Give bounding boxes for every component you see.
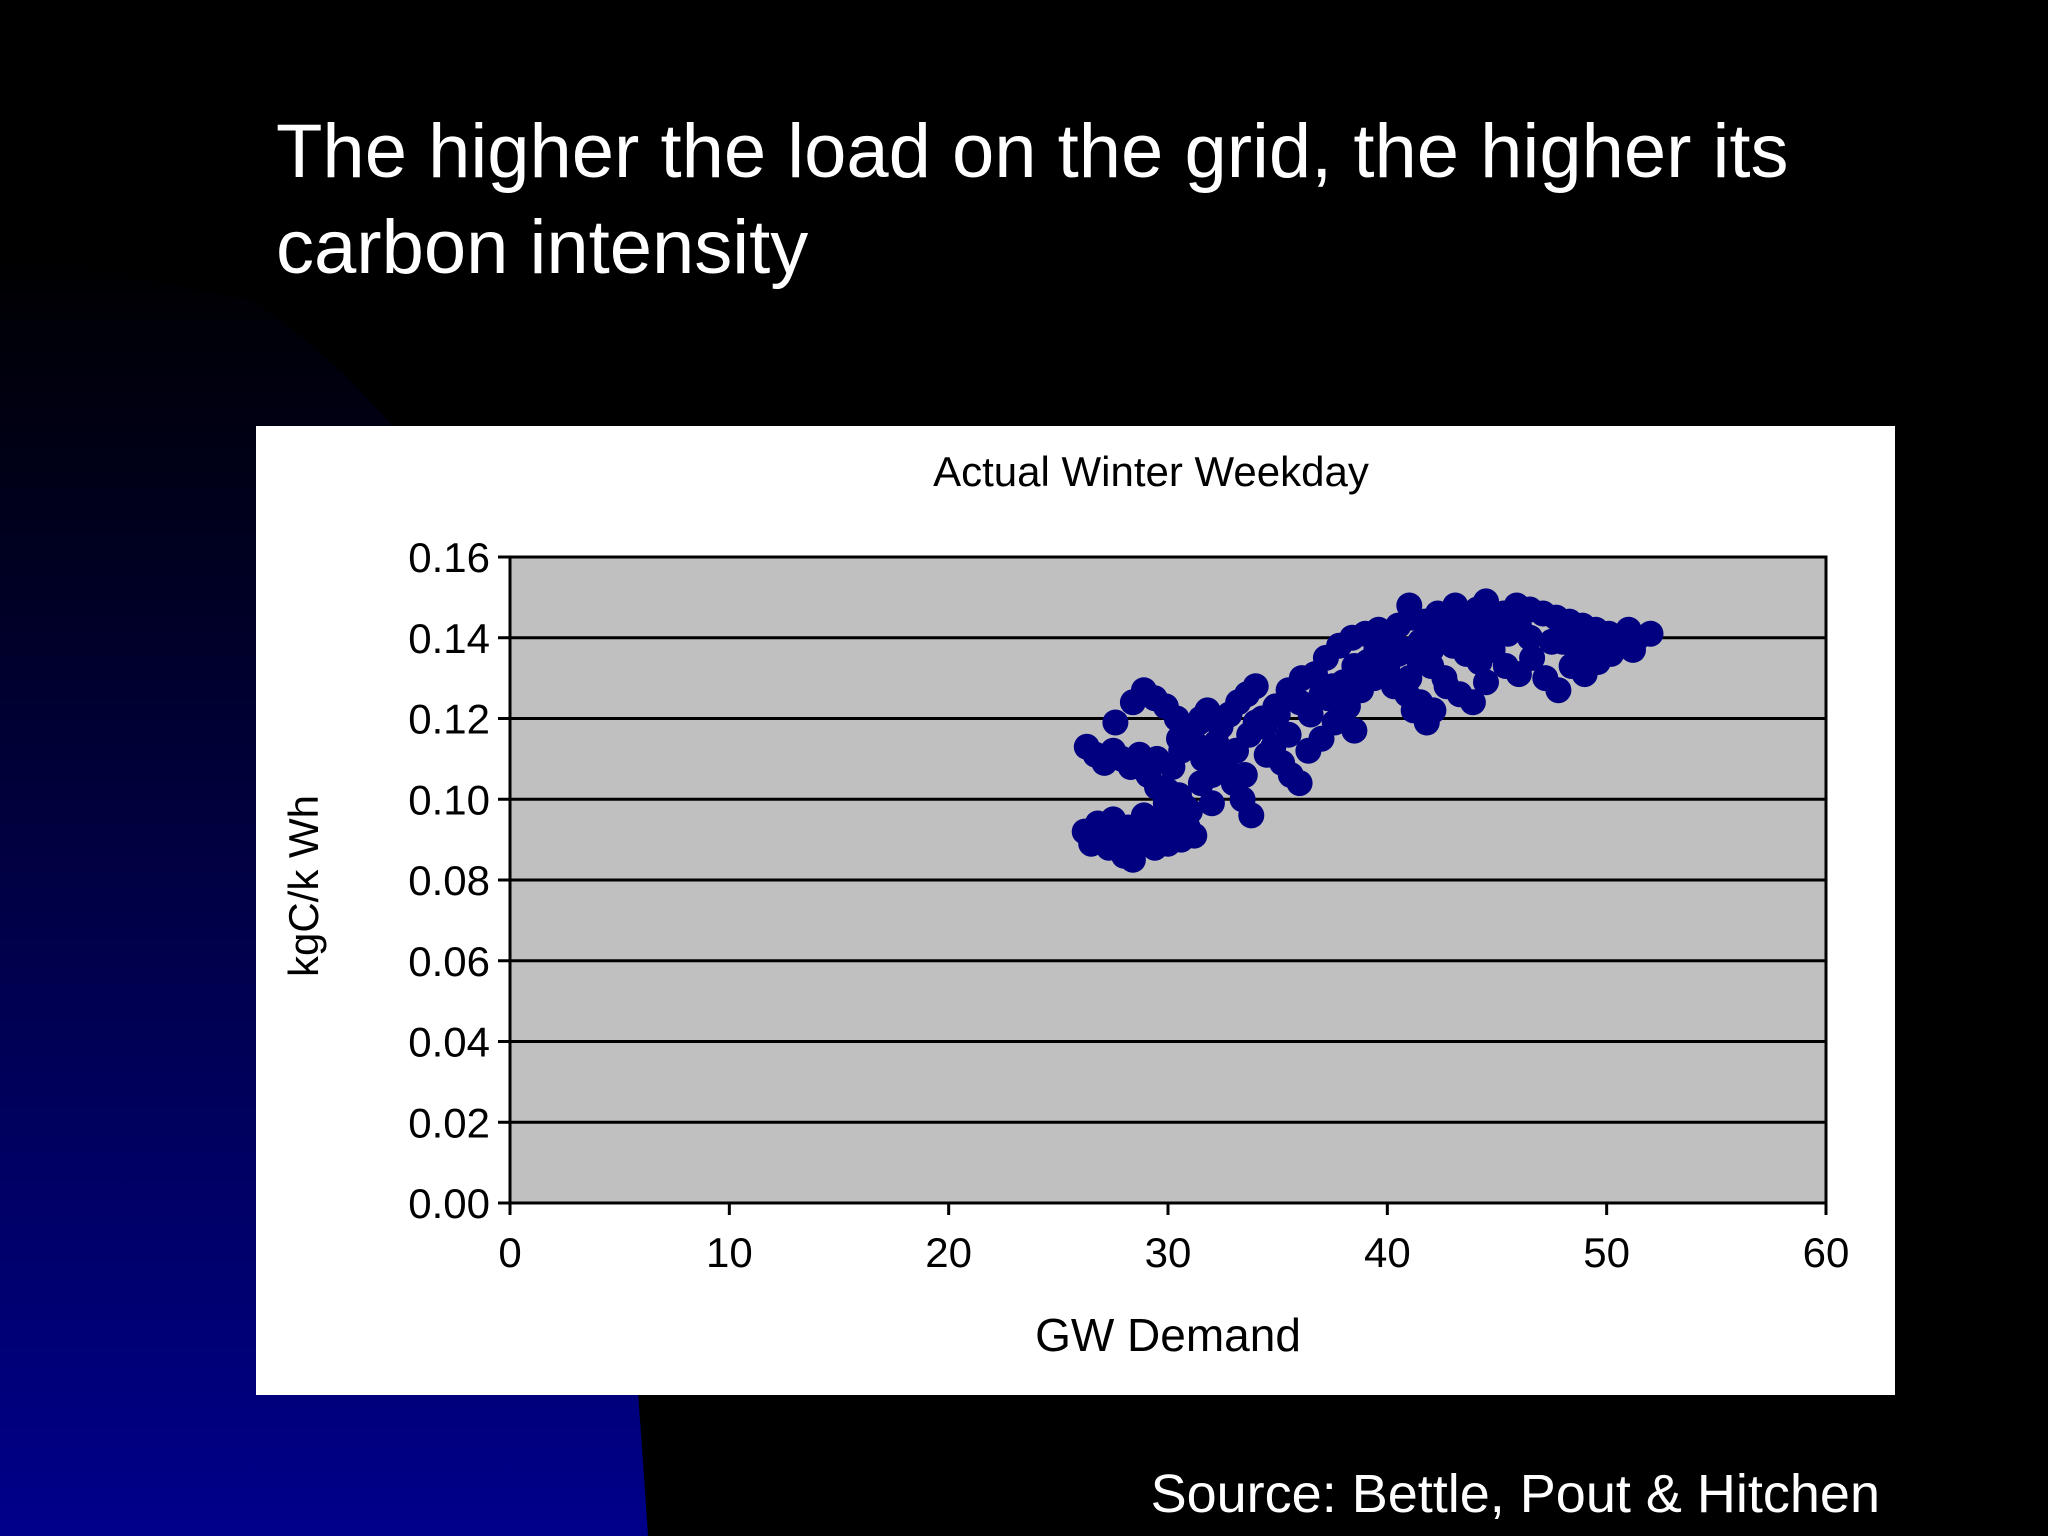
x-tick-label: 60 [1803,1229,1850,1276]
y-axis-label: kgC/k Wh [280,795,327,977]
data-point [1420,697,1447,724]
data-point [1341,717,1368,744]
data-point [1582,628,1609,655]
x-tick-label: 30 [1145,1229,1192,1276]
axes [508,555,1828,1215]
data-point [1181,822,1208,849]
y-tick-label: 0.00 [408,1180,490,1227]
x-tick-label: 10 [706,1229,753,1276]
data-point [1264,701,1291,728]
data-point [1253,741,1280,768]
data-point [1385,640,1412,667]
data-point [1363,636,1390,663]
y-tick-label: 0.10 [408,776,490,823]
x-axis-label: GW Demand [1035,1309,1301,1361]
data-points [1071,588,1664,873]
y-tick-label: 0.12 [408,696,490,743]
data-point [1176,798,1203,825]
data-point [1519,644,1546,671]
y-tick-label: 0.14 [408,615,490,662]
data-point [1238,802,1265,829]
data-point [1462,612,1489,639]
data-point [1275,721,1302,748]
scatter-chart: Actual Winter Weekday 0.000.020.040.060.… [280,448,1849,1361]
y-tick-label: 0.02 [408,1099,490,1146]
source-credit: Source: Bettle, Pout & Hitchen [1150,1464,1880,1524]
data-point [1484,608,1510,635]
y-tick-label: 0.08 [408,857,490,904]
x-tick-label: 20 [925,1229,972,1276]
data-point [1166,725,1192,752]
x-tick-label: 0 [498,1229,521,1276]
x-tick-labels: 0 10 20 30 40 50 60 [498,1229,1849,1276]
data-point [1473,669,1499,696]
data-point [1308,681,1335,708]
chart-panel: Actual Winter Weekday 0.00 0.02 0.04 0.06 0.… [256,426,1895,1395]
slide-title-line-2: carbon intensity [276,205,809,290]
data-point [1144,745,1170,772]
x-tick-label: 50 [1583,1229,1630,1276]
data-point [1286,689,1313,716]
y-tick-label: 0.04 [408,1019,490,1066]
slide-title-line-1: The higher the load on the grid, the hig… [276,109,1789,194]
data-point [1396,592,1423,619]
y-tick-labels: 0.00 0.02 0.04 0.06 0.08 0.10 0.12 0.14 0.16 [408,534,490,1227]
data-point [1330,669,1357,696]
data-point [1374,661,1401,688]
data-point [1560,632,1587,659]
x-tick-label: 40 [1364,1229,1411,1276]
data-point [1538,628,1565,655]
data-point [1352,657,1379,683]
data-point [1459,689,1486,716]
data-point [1198,790,1225,817]
data-point [1637,620,1664,647]
data-point [1505,612,1532,639]
data-point [1155,778,1181,805]
chart-title: Actual Winter Weekday [933,448,1369,495]
data-point [1187,705,1214,732]
data-point [1242,673,1269,700]
y-tick-label: 0.16 [408,534,490,581]
data-point [1418,636,1445,663]
slide-title: The higher the load on the grid, the hig… [276,104,1996,296]
data-point [1231,762,1258,788]
data-point [1286,770,1313,797]
data-point [1440,616,1467,643]
data-point [1209,754,1236,780]
data-point [1102,709,1129,736]
data-point [1187,770,1214,797]
data-point [1545,677,1572,704]
data-point [1396,665,1423,692]
data-point [1242,709,1269,736]
data-point [1615,616,1642,643]
y-tick-label: 0.06 [408,938,490,985]
